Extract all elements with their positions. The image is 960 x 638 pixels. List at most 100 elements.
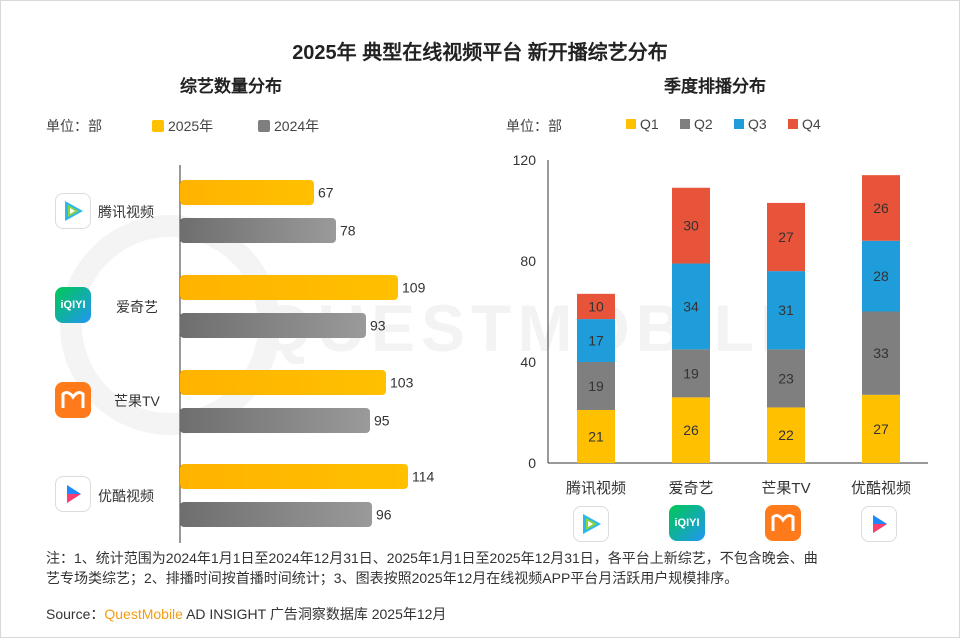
data-label-2024-1: 93 (370, 318, 386, 334)
iqiyi-logo-text: iQIYI (60, 299, 86, 311)
tencent-video-logo-icon (55, 193, 91, 229)
stack-q2-3 (862, 311, 900, 395)
youku-logo-icon (861, 506, 897, 542)
stack-label-q2-2: 23 (778, 370, 794, 386)
legend-label-2024: 2024年 (274, 118, 320, 134)
stack-q4-1 (672, 187, 710, 264)
stack-label-q4-1: 30 (683, 218, 699, 234)
data-label-2024-3: 96 (376, 507, 392, 523)
legend-label-q3: Q3 (748, 116, 767, 132)
y-tick-label-80: 80 (520, 253, 536, 269)
stack-q1-3 (862, 394, 900, 463)
stack-label-q2-3: 33 (873, 345, 889, 361)
legend-label-q1: Q1 (640, 116, 659, 132)
left-unit-label: 单位：部 (46, 118, 102, 134)
left-subtitle: 综艺数量分布 (180, 77, 282, 96)
left-label-iqiyi: 爱奇艺 (116, 299, 158, 315)
bar-2024-2 (180, 408, 370, 433)
tencent-video-logo-graphic (65, 201, 83, 221)
legend-swatch-q3 (734, 119, 744, 129)
left-label-mango: 芒果TV (114, 393, 160, 409)
footnote-line-2: 艺专场类综艺；2、排播时间按首播时间统计；3、图表按照2025年12月在线视频A… (46, 570, 739, 586)
stack-label-q3-1: 34 (683, 298, 699, 314)
mango-tv-logo-graphic (771, 514, 795, 531)
x-category-label-0: 腾讯视频 (566, 480, 626, 497)
stack-label-q2-0: 19 (588, 378, 604, 394)
mango-tv-logo-graphic (61, 391, 85, 408)
right-legend-q1: Q1 (626, 116, 659, 132)
left-label-tencent: 腾讯视频 (98, 204, 154, 220)
data-label-2024-2: 95 (374, 413, 390, 429)
left-legend-2024: 2024年 (258, 116, 319, 136)
tencent-video-logo-icon (573, 506, 609, 542)
stack-q4-0 (577, 293, 615, 320)
stack-q3-1 (672, 263, 710, 350)
stack-q1-1 (672, 397, 710, 463)
left-label-youku: 优酷视频 (98, 488, 154, 504)
stack-label-q3-2: 31 (778, 302, 794, 318)
left-legend-2025: 2025年 (152, 116, 213, 136)
stack-label-q1-1: 26 (683, 422, 699, 438)
bar-2025-0 (180, 180, 314, 205)
x-category-label-2: 芒果TV (761, 480, 810, 497)
footnote: 注：1、统计范围为2024年1月1日至2024年12月31日、2025年1月1日… (46, 548, 926, 588)
legend-swatch-q1 (626, 119, 636, 129)
legend-label-q4: Q4 (802, 116, 821, 132)
tencent-video-logo-graphic (583, 514, 601, 534)
source-line: Source：QuestMobile AD INSIGHT 广告洞察数据库 20… (46, 604, 446, 624)
mango-tv-logo-icon (55, 382, 91, 418)
stack-label-q4-0: 10 (588, 298, 604, 314)
legend-swatch-q2 (680, 119, 690, 129)
bar-2025-2 (180, 370, 386, 395)
mango-tv-logo-icon (765, 505, 801, 541)
page-title: 2025年 典型在线视频平台 新开播综艺分布 (292, 42, 668, 64)
youku-logo-icon (55, 476, 91, 512)
y-tick-label-120: 120 (513, 152, 537, 168)
source-prefix: Source： (46, 606, 105, 622)
stack-label-q4-2: 27 (778, 229, 794, 245)
stack-label-q1-0: 21 (588, 428, 604, 444)
y-tick-label-40: 40 (520, 354, 536, 370)
stack-q1-2 (767, 407, 805, 463)
right-subtitle: 季度排播分布 (664, 77, 766, 96)
legend-label-2025: 2025年 (168, 118, 214, 134)
stack-q4-3 (862, 175, 900, 241)
data-label-2025-3: 114 (412, 469, 435, 485)
iqiyi-logo-icon: iQIYI (55, 287, 91, 323)
right-legend-q2: Q2 (680, 116, 713, 132)
stack-label-q4-3: 26 (873, 200, 889, 216)
footnote-line-1: 注：1、统计范围为2024年1月1日至2024年12月31日、2025年1月1日… (46, 550, 818, 566)
bar-2025-1 (180, 275, 398, 300)
bar-2024-0 (180, 218, 336, 243)
legend-swatch-2024 (258, 120, 270, 132)
right-legend-q4: Q4 (788, 116, 821, 132)
data-label-2025-2: 103 (390, 375, 414, 391)
stack-label-q1-2: 22 (778, 427, 794, 443)
legend-label-q2: Q2 (694, 116, 713, 132)
stack-q3-3 (862, 240, 900, 312)
iqiyi-logo-icon: iQIYI (669, 505, 705, 541)
stack-q3-0 (577, 319, 615, 362)
right-legend-q3: Q3 (734, 116, 767, 132)
data-label-2024-0: 78 (340, 223, 356, 239)
x-category-label-1: 爱奇艺 (668, 480, 713, 497)
bar-2025-3 (180, 464, 408, 489)
stack-q3-2 (767, 271, 805, 350)
stack-label-q2-1: 19 (683, 365, 699, 381)
youku-logo-graphic (873, 515, 887, 533)
stack-label-q3-3: 28 (873, 268, 889, 284)
stack-q1-0 (577, 409, 615, 463)
data-label-2025-0: 67 (318, 185, 334, 201)
stack-q2-2 (767, 349, 805, 408)
stack-label-q1-3: 27 (873, 421, 889, 437)
stack-q2-1 (672, 349, 710, 398)
x-category-label-3: 优酷视频 (851, 480, 911, 497)
legend-swatch-q4 (788, 119, 798, 129)
stack-label-q3-0: 17 (588, 333, 604, 349)
youku-logo-graphic (67, 485, 81, 503)
source-brand: QuestMobile (104, 606, 183, 622)
data-label-2025-1: 109 (402, 280, 426, 296)
stack-q2-0 (577, 362, 615, 410)
